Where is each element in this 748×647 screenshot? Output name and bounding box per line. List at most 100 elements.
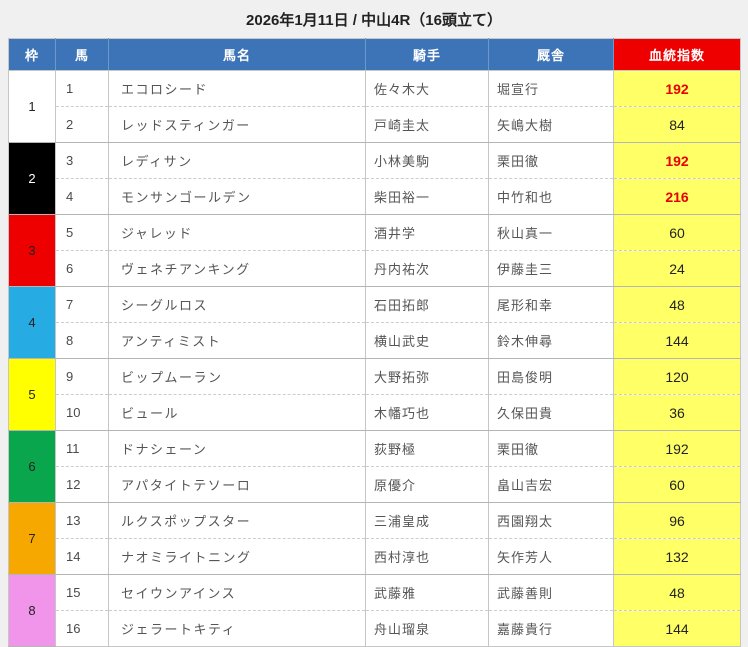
- jockey-cell: 原優介: [365, 466, 489, 503]
- header-stable: 厩舎: [488, 38, 614, 71]
- stable-cell: 堀宣行: [488, 70, 614, 107]
- frame-number-cell: 6: [8, 430, 56, 503]
- pedigree-index-cell: 84: [613, 106, 741, 143]
- pedigree-index-cell: 216: [613, 178, 741, 215]
- pedigree-index-cell: 144: [613, 322, 741, 359]
- pedigree-index-cell: 48: [613, 286, 741, 323]
- horse-number-cell: 16: [55, 610, 109, 647]
- horse-name-cell: モンサンゴールデン: [108, 178, 366, 215]
- table-row: 2 3 レディサン 小林美駒 栗田徹 192: [8, 142, 741, 215]
- jockey-cell: 小林美駒: [365, 142, 489, 179]
- pedigree-index-cell: 144: [613, 610, 741, 647]
- table-body: 1 1 エコロシード 佐々木大 堀宣行 192 2 レッドスティンガー 戸崎圭太 矢嶋大樹 84 2 3…: [8, 70, 741, 647]
- horse-name-cell: エコロシード: [108, 70, 366, 107]
- stable-cell: 武藤善則: [488, 574, 614, 611]
- header-horse-name: 馬名: [108, 38, 366, 71]
- jockey-cell: 石田拓郎: [365, 286, 489, 323]
- stable-cell: 嘉藤貴行: [488, 610, 614, 647]
- frame-number-cell: 8: [8, 574, 56, 647]
- stable-cell: 栗田徹: [488, 430, 614, 467]
- horse-number-cell: 8: [55, 322, 109, 359]
- horse-name-cell: アンティミスト: [108, 322, 366, 359]
- jockey-cell: 武藤雅: [365, 574, 489, 611]
- table-row: 16 ジェラートキティ 舟山瑠泉 嘉藤貴行 144: [9, 610, 741, 647]
- horse-name-cell: ジェラートキティ: [108, 610, 366, 647]
- horse-number-cell: 15: [55, 574, 109, 611]
- horse-name-cell: ルクスポップスター: [108, 502, 366, 539]
- stable-cell: 久保田貴: [488, 394, 614, 431]
- race-entry-table: 枠 馬 馬名 騎手 厩舎 血統指数 1 1 エコロシード 佐々木大 堀宣行 192 2 レッド…: [8, 38, 741, 647]
- horse-name-cell: アパタイトテソーロ: [108, 466, 366, 503]
- horse-number-cell: 10: [55, 394, 109, 431]
- horse-number-cell: 6: [55, 250, 109, 287]
- table-row: 6 11 ドナシェーン 荻野極 栗田徹 192: [8, 430, 741, 503]
- pedigree-index-cell: 96: [613, 502, 741, 539]
- jockey-cell: 佐々木大: [365, 70, 489, 107]
- jockey-cell: 西村淳也: [365, 538, 489, 575]
- pedigree-index-cell: 60: [613, 466, 741, 503]
- stable-cell: 矢作芳人: [488, 538, 614, 575]
- stable-cell: 畠山吉宏: [488, 466, 614, 503]
- stable-cell: 中竹和也: [488, 178, 614, 215]
- header-jockey: 騎手: [365, 38, 489, 71]
- horse-number-cell: 1: [55, 70, 109, 107]
- pedigree-index-cell: 36: [613, 394, 741, 431]
- stable-cell: 伊藤圭三: [488, 250, 614, 287]
- stable-cell: 田島俊明: [488, 358, 614, 395]
- horse-number-cell: 12: [55, 466, 109, 503]
- table-row: 14 ナオミライトニング 西村淳也 矢作芳人 132: [9, 538, 741, 575]
- header-frame: 枠: [8, 38, 56, 71]
- table-row: 5 9 ビップムーラン 大野拓弥 田島俊明 120: [8, 358, 741, 431]
- jockey-cell: 横山武史: [365, 322, 489, 359]
- table-row: 8 15 セイウンアインス 武藤雅 武藤善則 48: [8, 574, 741, 647]
- header-horse-number: 馬: [55, 38, 109, 71]
- table-row: 2 レッドスティンガー 戸崎圭太 矢嶋大樹 84: [9, 106, 741, 143]
- table-row: 1 1 エコロシード 佐々木大 堀宣行 192: [8, 70, 741, 143]
- horse-name-cell: セイウンアインス: [108, 574, 366, 611]
- stable-cell: 西園翔太: [488, 502, 614, 539]
- horse-name-cell: シーグルロス: [108, 286, 366, 323]
- horse-name-cell: ビップムーラン: [108, 358, 366, 395]
- stable-cell: 秋山真一: [488, 214, 614, 251]
- jockey-cell: 大野拓弥: [365, 358, 489, 395]
- horse-number-cell: 11: [55, 430, 109, 467]
- frame-number-cell: 2: [8, 142, 56, 215]
- pedigree-index-cell: 24: [613, 250, 741, 287]
- horse-name-cell: レッドスティンガー: [108, 106, 366, 143]
- pedigree-index-cell: 192: [613, 70, 741, 107]
- table-row: 12 アパタイトテソーロ 原優介 畠山吉宏 60: [9, 466, 741, 503]
- table-row: 7 13 ルクスポップスター 三浦皇成 西園翔太 96: [8, 502, 741, 575]
- table-row: 8 アンティミスト 横山武史 鈴木伸尋 144: [9, 322, 741, 359]
- stable-cell: 矢嶋大樹: [488, 106, 614, 143]
- page-title: 2026年1月11日 / 中山4R（16頭立て）: [246, 12, 502, 29]
- stable-cell: 栗田徹: [488, 142, 614, 179]
- frame-number-cell: 1: [8, 70, 56, 143]
- horse-number-cell: 3: [55, 142, 109, 179]
- pedigree-index-cell: 48: [613, 574, 741, 611]
- horse-name-cell: ドナシェーン: [108, 430, 366, 467]
- jockey-cell: 丹内祐次: [365, 250, 489, 287]
- table-row: 4 7 シーグルロス 石田拓郎 尾形和幸 48: [8, 286, 741, 359]
- jockey-cell: 荻野極: [365, 430, 489, 467]
- horse-name-cell: ジャレッド: [108, 214, 366, 251]
- header-pedigree-index: 血統指数: [613, 38, 741, 71]
- horse-number-cell: 14: [55, 538, 109, 575]
- table-row: 3 5 ジャレッド 酒井学 秋山真一 60: [8, 214, 741, 287]
- table-row: 4 モンサンゴールデン 柴田裕一 中竹和也 216: [9, 178, 741, 215]
- horse-name-cell: ナオミライトニング: [108, 538, 366, 575]
- table-row: 10 ビュール 木幡巧也 久保田貴 36: [9, 394, 741, 431]
- pedigree-index-cell: 192: [613, 430, 741, 467]
- horse-number-cell: 9: [55, 358, 109, 395]
- horse-number-cell: 2: [55, 106, 109, 143]
- jockey-cell: 舟山瑠泉: [365, 610, 489, 647]
- pedigree-index-cell: 132: [613, 538, 741, 575]
- stable-cell: 尾形和幸: [488, 286, 614, 323]
- frame-number-cell: 3: [8, 214, 56, 287]
- horse-name-cell: ビュール: [108, 394, 366, 431]
- jockey-cell: 酒井学: [365, 214, 489, 251]
- horse-name-cell: ヴェネチアンキング: [108, 250, 366, 287]
- frame-number-cell: 4: [8, 286, 56, 359]
- horse-name-cell: レディサン: [108, 142, 366, 179]
- table-row: 6 ヴェネチアンキング 丹内祐次 伊藤圭三 24: [9, 250, 741, 287]
